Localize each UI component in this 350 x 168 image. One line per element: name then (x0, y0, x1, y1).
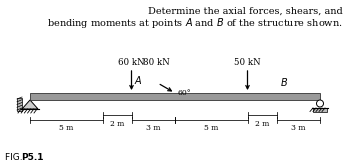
Bar (30, 93, 320, 100)
Text: $\mathit{B}$: $\mathit{B}$ (280, 76, 288, 88)
Text: FIG.: FIG. (5, 153, 26, 162)
Bar (313, 108, 327, 112)
Bar (17, 98, 22, 111)
Text: Determine the axial forces, shears, and: Determine the axial forces, shears, and (148, 7, 343, 16)
Text: $\mathit{A}$: $\mathit{A}$ (134, 74, 143, 86)
Text: 2 m: 2 m (110, 120, 124, 128)
Text: 5 m: 5 m (59, 124, 74, 132)
Polygon shape (22, 100, 38, 109)
Text: 3 m: 3 m (146, 124, 161, 132)
Text: 80 kN: 80 kN (143, 58, 170, 67)
Text: 2 m: 2 m (255, 120, 269, 128)
Text: 5 m: 5 m (204, 124, 218, 132)
Text: P5.1: P5.1 (21, 153, 43, 162)
Text: 60 kN: 60 kN (118, 58, 145, 67)
Text: bending moments at points $\mathit{A}$ and $\mathit{B}$ of the structure shown.: bending moments at points $\mathit{A}$ a… (47, 16, 343, 30)
Text: 50 kN: 50 kN (234, 58, 261, 67)
Text: 3 m: 3 m (291, 124, 306, 132)
Circle shape (316, 100, 323, 107)
Text: 60°: 60° (178, 89, 192, 97)
